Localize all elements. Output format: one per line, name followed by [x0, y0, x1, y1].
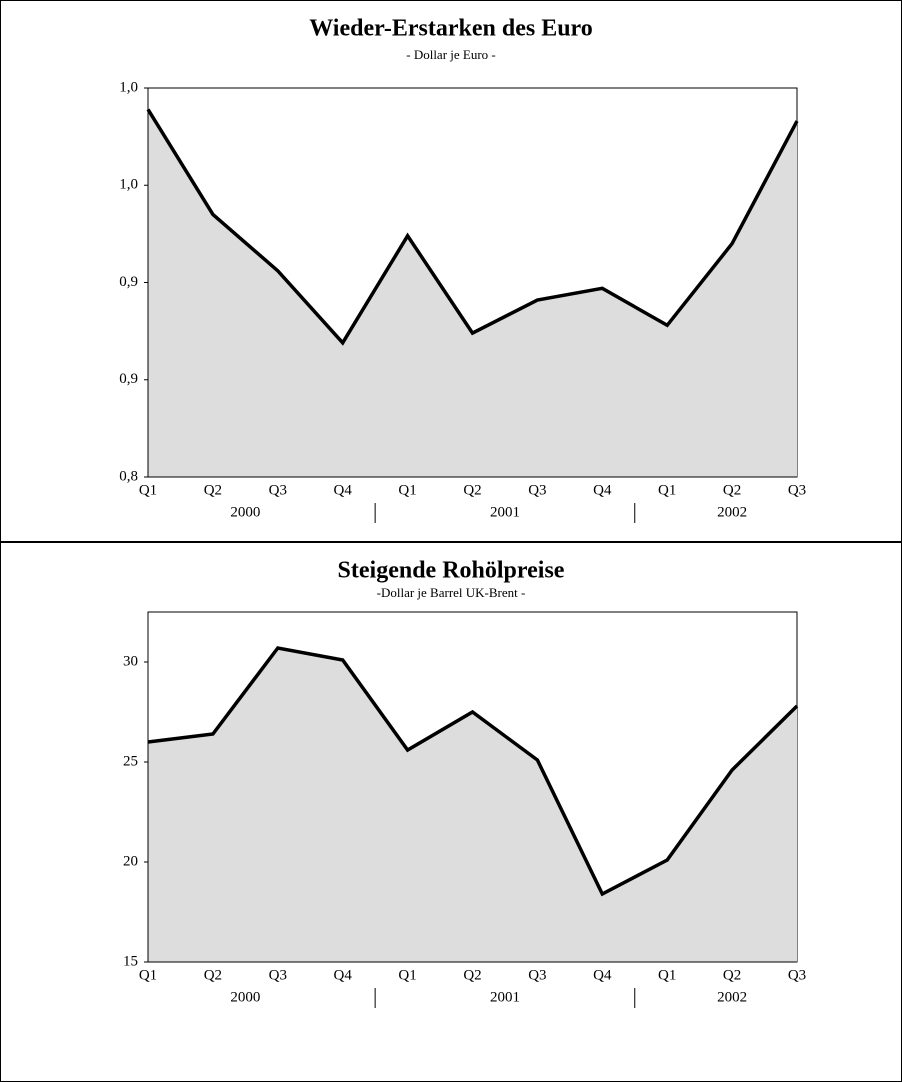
y-tick-label: 1,0: [119, 177, 138, 193]
x-tick-label: Q4: [334, 967, 353, 983]
x-tick-label: Q4: [593, 482, 612, 498]
x-tick-label: Q1: [139, 482, 157, 498]
chart-subtitle: -Dollar je Barrel UK-Brent -: [377, 585, 526, 600]
y-tick-label: 30: [123, 653, 138, 669]
line: [146, 108, 799, 346]
x-tick-label: Q3: [528, 967, 546, 983]
y-tick-label: 0,9: [119, 274, 138, 290]
chart-panel: Steigende Rohölpreise-Dollar je Barrel U…: [0, 542, 902, 1082]
x-tick-label: Q2: [463, 967, 481, 983]
chart-panel: Wieder-Erstarken des Euro - Dollar je Eur…: [0, 0, 902, 542]
chart-title: Steigende Rohölpreise: [338, 558, 565, 584]
y-tick-label: 25: [123, 753, 138, 769]
x-tick-label: Q3: [788, 967, 806, 983]
x-tick-label: Q4: [334, 482, 353, 498]
x-tick-label: Q1: [658, 482, 676, 498]
line: [147, 646, 799, 897]
y-tick-label: 1,0: [119, 79, 138, 95]
x-tick-label: Q1: [398, 482, 416, 498]
x-tick-label: Q4: [593, 967, 612, 983]
area-fill: [148, 109, 797, 478]
x-tick-label: Q3: [269, 967, 287, 983]
x-tick-label: Q2: [463, 482, 481, 498]
y-tick-label: 20: [123, 853, 138, 869]
y-tick-label: 0,8: [119, 468, 138, 484]
y-tick-label: 15: [123, 953, 138, 969]
area-fill: [148, 648, 797, 962]
year-label: 2002: [717, 504, 747, 520]
chart-subtitle: - Dollar je Euro -: [406, 47, 496, 62]
x-tick-label: Q1: [658, 967, 676, 983]
year-label: 2001: [490, 504, 520, 520]
x-tick-label: Q2: [723, 482, 741, 498]
x-tick-label: Q1: [139, 967, 157, 983]
chart-title: Wieder-Erstarken des Euro: [309, 16, 593, 42]
year-label: 2001: [490, 989, 520, 1005]
year-label: 2002: [717, 989, 747, 1005]
x-tick-label: Q3: [788, 482, 806, 498]
x-tick-label: Q3: [528, 482, 546, 498]
x-tick-label: Q2: [723, 967, 741, 983]
x-tick-label: Q1: [398, 967, 416, 983]
x-tick-label: Q2: [204, 482, 222, 498]
x-tick-label: Q2: [204, 967, 222, 983]
y-tick-label: 0,9: [119, 371, 138, 387]
x-tick-label: Q3: [269, 482, 287, 498]
year-label: 2000: [230, 989, 260, 1005]
year-label: 2000: [230, 504, 260, 520]
